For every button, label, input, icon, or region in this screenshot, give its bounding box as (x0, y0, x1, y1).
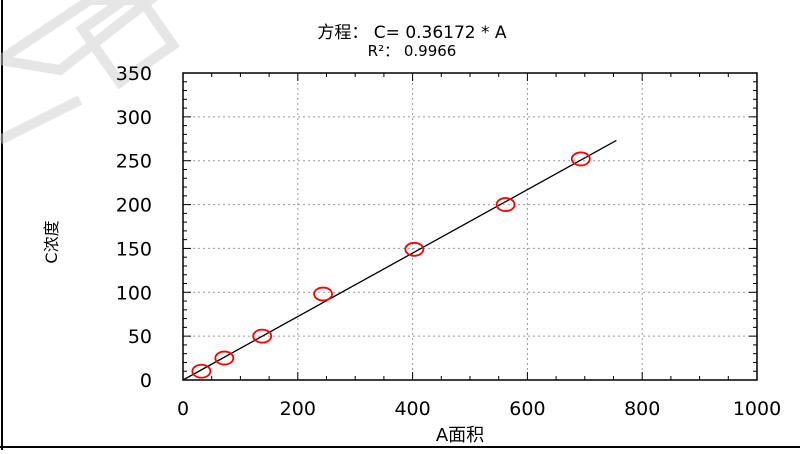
x-tick-label: 400 (394, 398, 430, 420)
y-tick-label: 350 (116, 63, 152, 85)
grid-layer (183, 73, 757, 380)
y-tick-label: 0 (140, 370, 152, 392)
plot-frame (182, 72, 758, 381)
data-point (214, 350, 235, 366)
y-axis-label: C浓度 (42, 220, 61, 263)
x-tick-label: 0 (177, 398, 189, 420)
data-point (313, 286, 333, 302)
chart-title: 方程： C= 0.36172 * A (317, 23, 507, 43)
y-tick-label: 250 (116, 151, 152, 173)
y-tick-label: 100 (116, 282, 152, 304)
data-point (252, 328, 273, 344)
x-tick-label: 200 (280, 398, 316, 420)
data-point (570, 151, 591, 167)
y-tick-label: 50 (128, 326, 152, 348)
y-tick-label: 150 (116, 238, 152, 260)
x-tick-label: 800 (624, 398, 660, 420)
x-axis-label: A面积 (436, 425, 484, 446)
data-point (495, 197, 516, 212)
fit-line-layer (182, 139, 617, 381)
chart-subtitle: R²： 0.9966 (368, 42, 457, 60)
axis-layer: 0 200 400 600 800 1000 0 50 100 150 200 250 300 350 (116, 63, 781, 420)
y-tick-label: 200 (116, 195, 152, 217)
point-layer (191, 151, 591, 379)
fit-line (182, 139, 617, 381)
watermark-graphic (0, 0, 180, 145)
y-tick-label: 300 (116, 107, 152, 129)
x-tick-label: 1000 (733, 398, 781, 420)
data-point (191, 363, 212, 379)
data-point (404, 241, 425, 257)
x-tick-label: 600 (509, 398, 545, 420)
